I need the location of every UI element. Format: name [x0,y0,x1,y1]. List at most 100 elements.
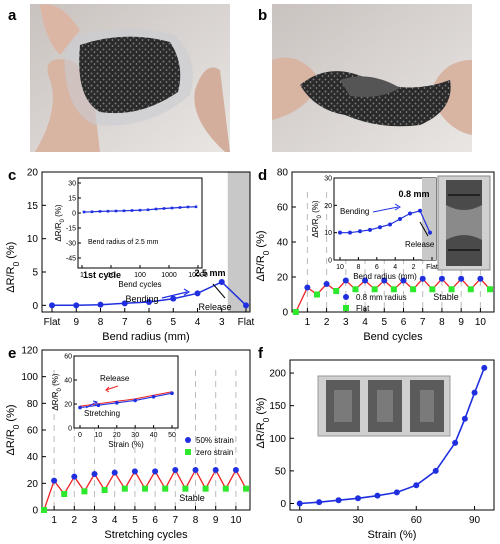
inset-data-point [151,395,156,399]
data-point-bent [477,275,484,282]
data-point-flat [352,286,359,293]
data-point-bent [419,275,426,282]
photo-sample-neck [334,390,352,422]
inset-y-axis-label: ΔR/R0 (%) [51,373,63,410]
inset-data-point [162,207,166,210]
inset-y-tick-label: 10 [324,230,332,237]
inset-data-point [358,229,362,234]
data-point-flat [390,286,397,293]
annotation-release: Release [198,302,231,312]
inset-annotation-bending: Bending [340,207,369,216]
x-tick-label: 9 [213,515,219,526]
x-tick-label: 6 [401,317,407,328]
inset-data-point [98,210,102,213]
photo-highlight [446,205,482,240]
data-point-zero [243,485,249,492]
data-point-strained [232,467,239,473]
x-axis-label: Strain (%) [368,529,417,541]
x-tick-label: 10 [230,515,242,526]
inset-arrow-bending [372,203,401,213]
inset-data-point [368,227,372,232]
data-point [146,299,152,305]
arrow-bending-head [183,288,191,296]
inset-data-point [398,217,402,221]
legend-label-flat: Flat [356,304,370,313]
x-tick-label: 9 [458,317,464,328]
data-point [413,482,420,489]
y-axis-label: ΔR/R0 (%) [255,230,271,281]
inset-data-point [428,230,432,235]
inset-x-tick-label: 4 [393,264,397,271]
inset-y-tick-label: 30 [324,176,332,183]
legend-label-bent: 0.8 mm radius [356,293,407,302]
inset-data-point [418,208,422,213]
arrow-release [212,283,226,299]
data-point [121,300,128,307]
panel-letter-c: c [8,167,16,184]
x-axis-label: Bend cycles [363,331,423,343]
x-tick-label: 3 [219,317,225,328]
arrow-bending [161,291,188,299]
data-point-zero [182,485,189,492]
data-point-strained [91,471,98,477]
data-point [218,279,225,285]
inset-frame [77,177,203,269]
inset-annotation-radius: 0.8 mm [398,189,429,199]
inset-annotation-release: Release [100,374,130,383]
y-tick-label: 50 [275,466,287,477]
inset-data-point [178,206,182,209]
inset-x-tick-label: 2 [412,264,416,271]
inset-data-point [122,209,126,213]
inset-y-tick-label: 60 [64,354,72,361]
annotation-bending: Bending [125,294,158,304]
data-point [461,415,468,422]
data-point-flat [429,286,436,293]
inset-x-tick-label: Flat [426,264,438,271]
y-tick-label: 0 [32,506,38,517]
inset-data-point [82,210,86,214]
inset-y-tick-label: 0 [328,258,332,265]
panel-letter-d: d [258,167,267,184]
inset-y-tick-label: -30 [66,241,76,248]
data-point [335,497,342,504]
x-axis-label: Stretching cycles [104,529,188,541]
data-point-bent [458,275,465,282]
data-point-zero [101,487,108,493]
x-tick-label: 8 [439,317,445,328]
data-point-strained [192,467,199,473]
data-point-zero [162,485,169,492]
inset-y-axis-label: ΔR/R0 (%) [54,204,66,241]
x-tick-label: 2 [72,515,78,526]
data-point-zero [202,485,209,492]
x-tick-label: Flat [44,317,61,328]
inset-series-line [79,392,173,409]
inset-x-tick-label: 0 [78,432,82,439]
inset-x-tick-label: 10 [95,432,103,439]
inset-data-point [114,209,118,213]
y-tick-label: 120 [21,346,38,357]
legend-marker-zero [185,449,191,455]
inset-x-tick-label: 40 [150,432,158,439]
inset-x-tick-label: 10000 [188,272,208,279]
annotation-stable: Stable [433,292,459,302]
photo-samples-f [317,375,451,437]
y-tick-label: 150 [269,401,286,412]
inset-x-tick-label: 50 [168,432,176,439]
data-point-bent [381,277,388,284]
data-point [97,301,104,308]
x-tick-label: 5 [381,317,387,328]
legend-marker-flat [343,305,349,311]
data-point-strained [172,467,179,473]
chart-f: 0 50 100 150 200 0 30 60 90 Strain (%) ΔR/R0 (%) [255,359,495,541]
x-tick-label: 4 [112,515,118,526]
inset-x-axis-label: Strain (%) [108,440,144,449]
x-tick-label: Flat [238,317,255,328]
x-tick-label: 7 [122,317,128,328]
x-tick-label: 30 [352,515,364,526]
x-tick-label: 5 [170,317,176,328]
inset-data-point [138,208,142,212]
y-tick-label: 200 [269,369,286,380]
photo-sample-neck [420,390,434,422]
data-point-flat [467,286,474,293]
